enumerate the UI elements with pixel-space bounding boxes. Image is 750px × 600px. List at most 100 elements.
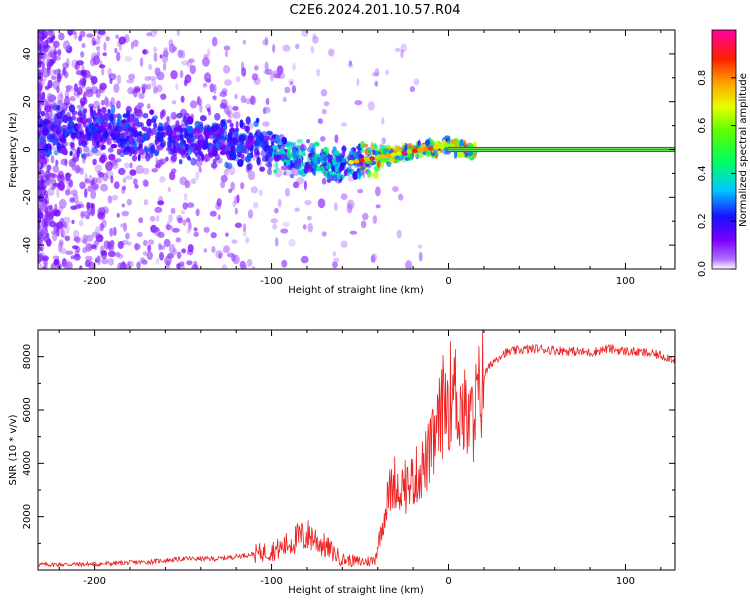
noise-blob (97, 30, 106, 35)
noise-blob (115, 34, 119, 39)
ridge-blob (178, 159, 183, 165)
noise-blob (58, 198, 67, 209)
noise-blob (54, 55, 61, 61)
noise-blob (203, 226, 210, 233)
noise-blob (38, 168, 44, 174)
ridge-blob (107, 108, 111, 115)
ridge-blob (357, 167, 365, 176)
noise-blob (57, 49, 62, 56)
ridge-blob (91, 147, 98, 154)
noise-blob (177, 49, 183, 59)
noise-blob (46, 66, 51, 76)
noise-blob (288, 238, 296, 247)
noise-blob (55, 159, 59, 167)
noise-blob (400, 48, 404, 59)
noise-blob (105, 36, 110, 42)
noise-blob (148, 63, 153, 71)
noise-blob (163, 238, 171, 248)
noise-blob (274, 207, 279, 214)
ridge-blob (212, 133, 217, 140)
noise-blob (207, 48, 211, 56)
noise-blob (38, 33, 43, 38)
noise-blob (125, 175, 134, 180)
ridge-blob (218, 126, 225, 133)
ridge-blob (101, 107, 107, 114)
noise-blob (250, 186, 258, 194)
noise-blob (56, 85, 60, 94)
noise-blob (374, 80, 379, 87)
noise-blob (303, 180, 307, 191)
noise-blob (230, 181, 236, 191)
noise-blob (101, 258, 109, 265)
noise-blob (133, 178, 138, 185)
noise-blob (122, 177, 127, 183)
noise-blob (47, 30, 53, 37)
noise-blob (362, 212, 369, 221)
noise-blob (157, 200, 165, 206)
ridge-blob (292, 141, 297, 151)
noise-blob (53, 259, 59, 266)
noise-blob (124, 162, 130, 169)
noise-blob (291, 85, 296, 94)
ridge-blob (62, 114, 69, 123)
noise-blob (38, 255, 41, 265)
noise-blob (105, 98, 110, 108)
noise-blob (53, 182, 59, 187)
noise-blob (189, 100, 198, 109)
noise-blob (98, 172, 105, 178)
noise-blob (206, 107, 211, 113)
ridge-blob (359, 154, 365, 159)
ridge-blob (109, 113, 114, 122)
noise-blob (95, 234, 104, 243)
noise-blob (85, 242, 93, 252)
noise-blob (80, 100, 85, 107)
ridge-blob (60, 147, 68, 155)
noise-blob (111, 159, 119, 170)
noise-blob (65, 172, 71, 182)
ridge-blob (123, 146, 130, 155)
noise-blob (334, 202, 338, 211)
noise-blob (57, 206, 64, 213)
x-tick-label: -200 (83, 576, 106, 587)
ridge-blob (368, 151, 374, 157)
noise-blob (147, 244, 152, 252)
noise-blob (81, 43, 86, 48)
noise-blob (219, 102, 227, 110)
ridge-blob (473, 141, 477, 148)
ridge-blob (376, 160, 381, 168)
noise-blob (138, 217, 144, 224)
noise-blob (171, 46, 178, 52)
noise-blob (48, 58, 54, 67)
ridge-blob (112, 122, 120, 130)
noise-blob (79, 265, 83, 269)
ridge-blob (117, 114, 123, 121)
ridge-blob (231, 152, 236, 161)
ridge-blob (268, 131, 274, 141)
noise-blob (114, 47, 118, 54)
noise-blob (85, 89, 94, 98)
noise-blob (116, 51, 121, 62)
noise-blob (306, 215, 312, 221)
noise-blob (165, 224, 173, 231)
noise-blob (193, 227, 198, 232)
noise-blob (125, 232, 130, 240)
noise-blob (159, 176, 166, 183)
noise-blob (43, 221, 48, 230)
noise-blob (289, 81, 293, 86)
noise-blob (110, 239, 115, 247)
ridge-blob (128, 150, 133, 157)
noise-blob (232, 111, 241, 119)
noise-blob (217, 214, 221, 220)
y-tick-label: 20 (22, 95, 33, 108)
noise-blob (155, 157, 159, 164)
noise-blob (356, 78, 360, 86)
noise-blob (108, 257, 114, 266)
noise-blob (132, 39, 139, 47)
noise-blob (85, 86, 93, 94)
ridge-blob (231, 145, 235, 153)
noise-blob (171, 227, 180, 233)
noise-blob (129, 260, 134, 268)
noise-blob (43, 214, 47, 225)
ridge-blob (143, 146, 150, 153)
noise-blob (53, 41, 58, 49)
